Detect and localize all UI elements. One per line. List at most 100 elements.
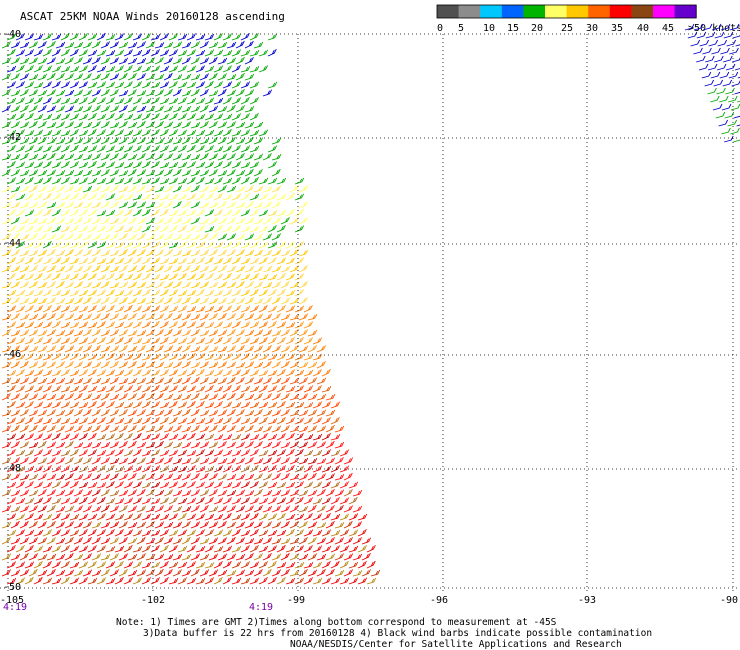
wind-barb [177, 337, 188, 345]
wind-barb [199, 472, 209, 481]
wind-barb [222, 225, 233, 233]
wind-barb [262, 360, 272, 369]
wind-barb [141, 577, 151, 585]
wind-barb [114, 384, 124, 393]
wind-barb [321, 385, 332, 393]
wind-barb [177, 529, 188, 537]
wind-barb [289, 569, 300, 577]
wind-barb [159, 465, 170, 473]
wind-barb [127, 297, 138, 305]
wind-barb [145, 153, 155, 161]
wind-barb [172, 297, 183, 305]
wind-barb [82, 57, 93, 65]
wind-barb [150, 577, 160, 585]
wind-barb [118, 136, 128, 145]
wind-barb [91, 137, 102, 145]
wind-barb [262, 409, 273, 417]
wind-barb [64, 217, 75, 225]
wind-barb [199, 393, 210, 401]
wind-barb [168, 577, 179, 585]
wind-barb [249, 369, 260, 377]
wind-barb [249, 385, 260, 393]
wind-barb [213, 545, 224, 553]
wind-barb [132, 33, 143, 41]
wind-barb [109, 376, 119, 385]
wind-barb [312, 577, 323, 585]
wind-barb [339, 545, 350, 553]
wind-barb [267, 369, 278, 377]
wind-barb [181, 569, 192, 577]
wind-barb [285, 305, 296, 313]
wind-barb [199, 489, 210, 497]
wind-barb [343, 472, 353, 481]
wind-barb [235, 105, 245, 113]
wind-barb [213, 49, 224, 57]
wind-barb [24, 561, 35, 569]
wind-barb [244, 440, 254, 449]
wind-barb [51, 512, 61, 521]
wind-barb [123, 432, 133, 441]
wind-barb [258, 416, 268, 425]
wind-barb [716, 63, 727, 71]
wind-barb [222, 529, 233, 537]
wind-barb [127, 153, 138, 161]
wind-barb [204, 65, 215, 73]
wind-barb [276, 193, 287, 201]
wind-barb [321, 529, 332, 537]
wind-barb [6, 160, 16, 169]
wind-barb [267, 145, 278, 153]
wind-barb [159, 320, 169, 329]
wind-barb [132, 337, 143, 345]
wind-barb [10, 121, 20, 129]
wind-barb [51, 432, 61, 441]
wind-barb [132, 65, 143, 73]
wind-barb [28, 313, 39, 321]
wind-barb [199, 185, 210, 193]
wind-barb [100, 88, 110, 97]
wind-barb [186, 449, 197, 457]
wind-barb [721, 127, 731, 135]
wind-barb [141, 208, 151, 217]
wind-barb [51, 192, 61, 201]
wind-barb [222, 289, 233, 297]
wind-barb [217, 57, 228, 65]
wind-barb [163, 72, 173, 81]
wind-barb [720, 47, 730, 55]
wind-barb [150, 498, 161, 505]
wind-barb [114, 305, 125, 313]
wind-barb [707, 63, 718, 71]
wind-barb [33, 385, 44, 393]
wind-barb [195, 465, 206, 473]
wind-barb [141, 81, 151, 89]
wind-barb [60, 273, 71, 281]
wind-barb [87, 112, 97, 121]
wind-barb [118, 536, 128, 545]
wind-barb [195, 337, 206, 345]
time-label: 4:19 [249, 602, 273, 613]
wind-barb [181, 344, 191, 353]
wind-barb [105, 480, 115, 489]
wind-barb [96, 289, 106, 297]
wind-barb [280, 360, 290, 369]
legend-label: 25 [561, 23, 573, 34]
wind-barb [19, 552, 29, 561]
wind-barb [123, 513, 134, 521]
wind-barb [325, 537, 335, 545]
wind-barb [690, 39, 701, 47]
wind-barb [708, 39, 719, 47]
wind-barb [73, 424, 83, 433]
wind-barb [91, 248, 101, 257]
wind-barb [78, 257, 89, 265]
wind-barb [105, 65, 116, 73]
wind-barb [244, 201, 254, 209]
wind-barb [267, 560, 277, 569]
wind-barb [199, 376, 209, 385]
wind-barb [204, 80, 214, 89]
wind-barb [312, 449, 323, 457]
wind-barb [231, 417, 241, 425]
wind-barb [226, 217, 236, 225]
wind-barb [199, 218, 210, 225]
wind-barb [82, 169, 93, 177]
wind-barb [181, 360, 191, 369]
wind-barb [231, 33, 242, 41]
